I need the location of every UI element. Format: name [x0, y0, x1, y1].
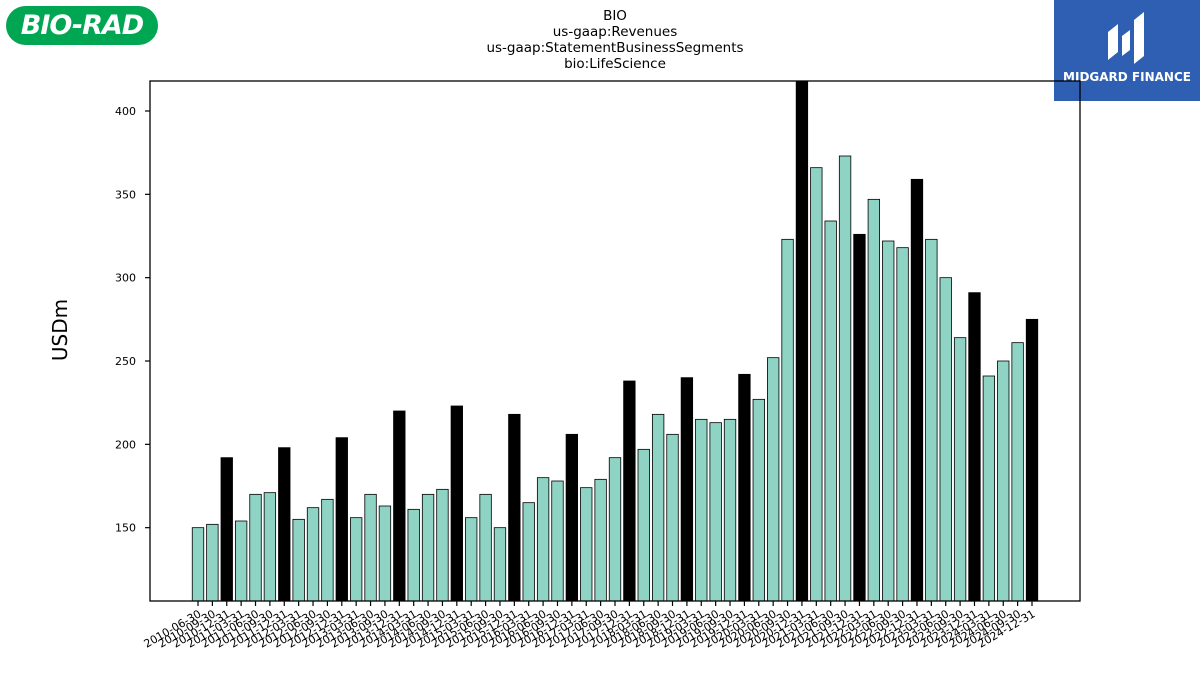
bar-2018-06-30	[651, 413, 665, 602]
bar-2019-12-31	[738, 373, 751, 602]
bar-2022-09-30	[896, 247, 909, 602]
bar-2013-09-30	[378, 505, 392, 602]
bar-2014-09-30	[436, 488, 449, 602]
bar-2024-06-30	[997, 360, 1010, 602]
bio-rad-logo: BIO-RAD	[6, 6, 158, 45]
bar-2017-09-30	[608, 457, 622, 602]
bar-2014-06-30	[421, 493, 435, 602]
bar-2010-09-30	[206, 523, 219, 602]
bar-2017-12-31	[623, 380, 636, 602]
bar-2024-09-30	[1011, 342, 1024, 602]
bar-2012-03-31	[292, 518, 305, 602]
midgard-finance-logo: MIDGARD FINANCE	[1054, 0, 1200, 101]
bar-2016-12-31	[565, 433, 579, 602]
bar-2021-03-31	[810, 167, 823, 602]
bar-2020-03-31	[752, 398, 765, 602]
y-tick-label: 150	[115, 522, 136, 535]
title-line-concept: us-gaap:Revenues	[552, 24, 678, 40]
bar-2010-12-31	[220, 457, 233, 602]
bar-2018-09-30	[666, 433, 679, 602]
bars-group	[191, 80, 1039, 602]
bio-rad-logo-text: BIO-RAD	[20, 10, 144, 41]
bar-2017-06-30	[594, 478, 607, 602]
bar-2019-06-30	[709, 422, 722, 602]
bar-2012-12-31	[335, 437, 348, 602]
bar-2018-12-31	[680, 377, 694, 602]
title-line-member: bio:LifeScience	[564, 56, 666, 72]
bar-2020-09-30	[781, 238, 794, 602]
bar-2011-06-30	[249, 493, 262, 602]
bar-2021-09-30	[838, 155, 852, 602]
y-tick-label: 350	[115, 188, 136, 201]
bar-2023-09-30	[953, 337, 967, 602]
bar-2023-12-31	[968, 292, 981, 602]
bar-2016-09-30	[551, 480, 564, 602]
bar-2018-03-31	[637, 448, 650, 602]
bar-2023-03-31	[925, 238, 938, 602]
bar-2017-03-31	[580, 487, 593, 602]
chart-title: BIO us-gaap:Revenues us-gaap:StatementBu…	[415, 8, 815, 72]
bar-2020-12-31	[795, 80, 809, 602]
midgard-finance-name: MIDGARD FINANCE	[1063, 70, 1191, 84]
bar-2019-03-31	[695, 418, 708, 602]
bar-2014-03-31	[407, 508, 420, 602]
bar-2021-06-30	[824, 220, 837, 602]
bar-2012-06-30	[306, 507, 320, 602]
bar-2013-03-31	[350, 517, 363, 602]
bar-2022-12-31	[910, 178, 924, 602]
bar-2013-12-31	[393, 410, 406, 602]
bar-2016-03-31	[522, 502, 535, 602]
bar-2011-09-30	[263, 492, 277, 602]
bar-2012-09-30	[321, 498, 334, 602]
bar-2019-09-30	[723, 418, 737, 602]
title-line-ticker: BIO	[603, 8, 627, 24]
midgard-mark-icon	[1108, 12, 1144, 64]
bar-2016-06-30	[536, 477, 550, 602]
y-tick-label: 300	[115, 272, 136, 285]
bar-2015-06-30	[479, 493, 492, 602]
bar-2011-12-31	[278, 447, 291, 602]
bar-2013-06-30	[364, 493, 377, 602]
title-line-axis: us-gaap:StatementBusinessSegments	[486, 40, 744, 56]
x-axis-ticks: 2010-06-302010-09-302010-12-312011-03-31…	[142, 601, 1038, 651]
bar-2022-03-31	[867, 198, 880, 602]
bar-2015-12-31	[508, 413, 521, 602]
y-tick-label: 200	[115, 438, 136, 451]
bar-2015-09-30	[493, 527, 507, 602]
bar-2022-06-30	[882, 240, 895, 602]
y-tick-label: 250	[115, 355, 136, 368]
y-axis-ticks: 150 200 250 300 350 400	[115, 105, 150, 535]
bar-2024-03-31	[982, 375, 996, 602]
bar-2015-03-31	[465, 517, 478, 602]
bar-2023-06-30	[939, 277, 952, 602]
bar-2021-12-31	[853, 233, 866, 602]
bar-2014-12-31	[450, 405, 463, 602]
y-tick-label: 400	[115, 105, 136, 118]
bar-2020-06-30	[767, 357, 780, 602]
bar-2010-06-30	[191, 527, 205, 602]
bar-2011-03-31	[234, 520, 248, 602]
bar-2024-12-31	[1025, 318, 1039, 602]
